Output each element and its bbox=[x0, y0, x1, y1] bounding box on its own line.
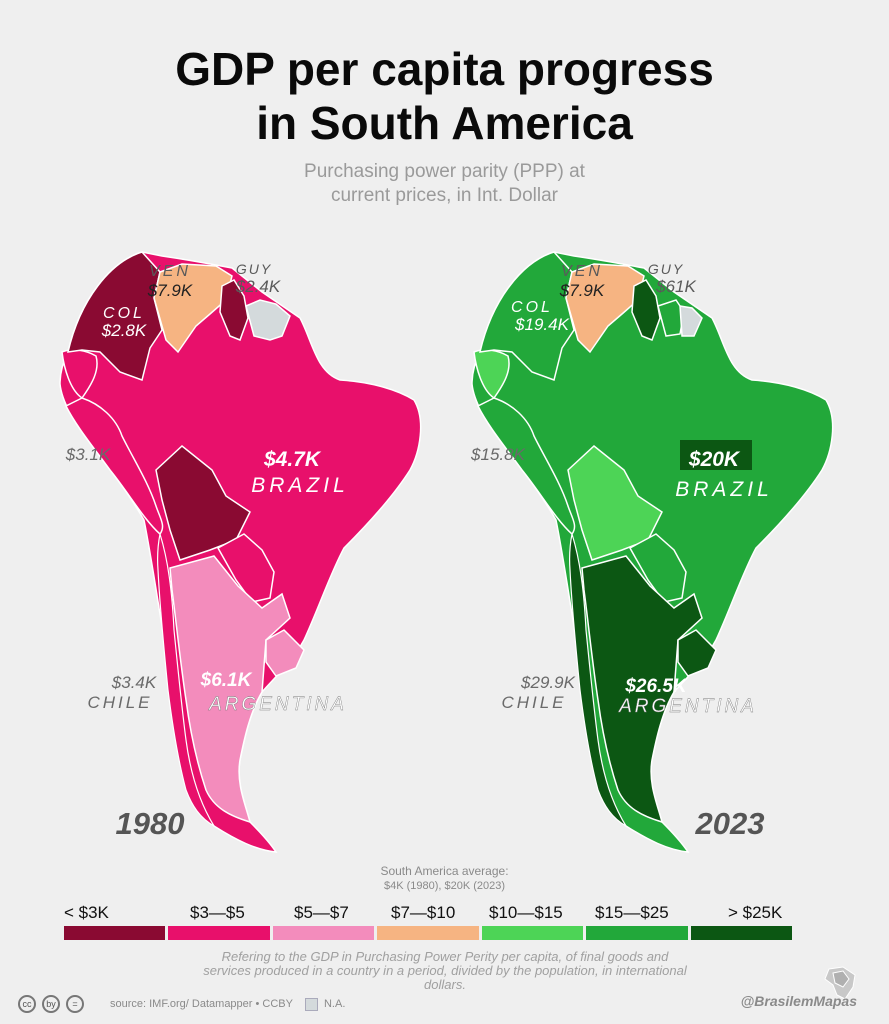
cc-icon: cc bbox=[18, 995, 36, 1013]
year-2023: 2023 bbox=[695, 806, 765, 841]
col-name-1980: COL bbox=[103, 305, 145, 322]
paraguay-2023 bbox=[628, 533, 687, 603]
argentina-name-1980: ARGENTINA bbox=[208, 694, 347, 715]
maps-area: VEN $7.9K GUY $2.4K COL $2.8K $3.1K $4.7… bbox=[59, 251, 834, 853]
peru-value-1980: $3.1K bbox=[65, 445, 111, 464]
guy-name-2023: GUY bbox=[648, 261, 684, 277]
argentina-value-2023: $26.5K bbox=[624, 676, 688, 697]
suriname-guiana-1980 bbox=[245, 299, 291, 341]
guyana-1980 bbox=[219, 279, 249, 341]
title-line-2: in South America bbox=[256, 97, 633, 149]
brazil-name-2023: BRAZIL bbox=[675, 478, 773, 501]
subtitle: Purchasing power parity (PPP) at current… bbox=[0, 160, 889, 208]
page-title: GDP per capita progress in South America bbox=[0, 42, 889, 150]
brazil-value-bg-2023 bbox=[680, 440, 752, 470]
legend-swatch-6 bbox=[586, 926, 688, 940]
year-1980: 1980 bbox=[116, 806, 185, 841]
map-1980: VEN $7.9K GUY $2.4K COL $2.8K $3.1K $4.7… bbox=[59, 251, 422, 853]
na-label: N.A. bbox=[323, 998, 346, 1010]
legend-label-1: < $3K bbox=[64, 903, 109, 922]
legend-label-6: $15—$25 bbox=[595, 903, 669, 922]
colombia-1980 bbox=[67, 251, 163, 381]
peru-value-2023: $15.8K bbox=[470, 445, 526, 464]
brazil-value-2023: $20K bbox=[688, 448, 741, 471]
average-note: South America average: $4K (1980), $20K … bbox=[0, 864, 889, 894]
col-value-2023: $19.4K bbox=[514, 315, 570, 334]
guy-value-2023: $61K bbox=[655, 277, 696, 296]
legend-label-2: $3—$5 bbox=[190, 903, 245, 922]
french-guiana-2023 bbox=[679, 305, 703, 337]
ven-value-1980: $7.9K bbox=[147, 281, 193, 300]
guyana-2023 bbox=[631, 279, 661, 341]
uruguay-1980 bbox=[265, 629, 305, 677]
author-handle: @BrasilemMapas bbox=[740, 993, 857, 1009]
peru-1980 bbox=[64, 397, 164, 536]
subtitle-line-2: current prices, in Int. Dollar bbox=[330, 185, 559, 206]
brazil-name-1980: BRAZIL bbox=[251, 474, 349, 497]
by-icon: by bbox=[42, 995, 60, 1013]
chile-name-1980: CHILE bbox=[87, 693, 152, 712]
legend-swatch-2 bbox=[168, 926, 270, 940]
brasil-map-logo-icon bbox=[824, 966, 856, 1000]
chile-value-2023: $29.9K bbox=[520, 673, 576, 692]
ven-value-2023: $7.9K bbox=[559, 281, 605, 300]
legend-swatch-1 bbox=[64, 926, 166, 940]
uruguay-2023 bbox=[677, 629, 717, 677]
venezuela-1980 bbox=[153, 263, 233, 354]
chile-1980 bbox=[157, 533, 215, 827]
average-line-1: South America average: bbox=[380, 864, 509, 878]
brazil-value-1980: $4.7K bbox=[263, 448, 322, 471]
legend-swatch-5 bbox=[481, 926, 584, 940]
map-2023: VEN $7.9K GUY $61K COL $19.4K $15.8K $20… bbox=[470, 251, 834, 853]
legend-swatch-7 bbox=[690, 926, 792, 940]
average-line-2: $4K (1980), $20K (2023) bbox=[383, 880, 506, 892]
argentina-2023 bbox=[581, 555, 703, 824]
chile-value-1980: $3.4K bbox=[111, 673, 157, 692]
argentina-name-2023: ARGENTINA bbox=[618, 696, 757, 717]
venezuela-2023 bbox=[565, 263, 645, 354]
legend-label-4: $7—$10 bbox=[391, 903, 456, 922]
paraguay-1980 bbox=[216, 533, 275, 603]
argentina-1980 bbox=[169, 555, 291, 824]
footer: cc by = source: IMF.org/ Datamapper • CC… bbox=[18, 993, 345, 1015]
legend-labels: < $3K $3—$5 $5—$7 $7—$10 $10—$15 $15—$25… bbox=[64, 903, 792, 925]
col-name-2023: COL bbox=[511, 299, 553, 316]
guy-name-1980: GUY bbox=[236, 261, 272, 277]
ven-name-2023: VEN bbox=[561, 263, 603, 280]
peru-2023 bbox=[476, 397, 576, 536]
legend-label-5: $10—$15 bbox=[489, 903, 563, 922]
legend-swatch-3 bbox=[272, 926, 375, 940]
na-swatch bbox=[304, 997, 318, 1011]
ven-name-1980: VEN bbox=[149, 263, 191, 280]
legend-label-3: $5—$7 bbox=[294, 903, 349, 922]
subtitle-line-1: Purchasing power parity (PPP) at bbox=[304, 161, 585, 182]
title-line-1: GDP per capita progress bbox=[175, 43, 714, 95]
legend-swatch-4 bbox=[377, 926, 479, 940]
guy-value-1980: $2.4K bbox=[235, 277, 281, 296]
source-text: source: IMF.org/ Datamapper • CCBY bbox=[110, 998, 293, 1010]
nd-icon: = bbox=[66, 995, 84, 1013]
definition-note: Refering to the GDP in Purchasing Power … bbox=[203, 949, 687, 992]
legend-bars bbox=[64, 926, 792, 940]
colombia-2023 bbox=[479, 251, 575, 381]
argentina-value-1980: $6.1K bbox=[200, 670, 253, 691]
legend-label-7: > $25K bbox=[728, 903, 783, 922]
col-value-1980: $2.8K bbox=[101, 321, 147, 340]
chile-2023 bbox=[569, 533, 627, 827]
chile-name-2023: CHILE bbox=[501, 693, 566, 712]
